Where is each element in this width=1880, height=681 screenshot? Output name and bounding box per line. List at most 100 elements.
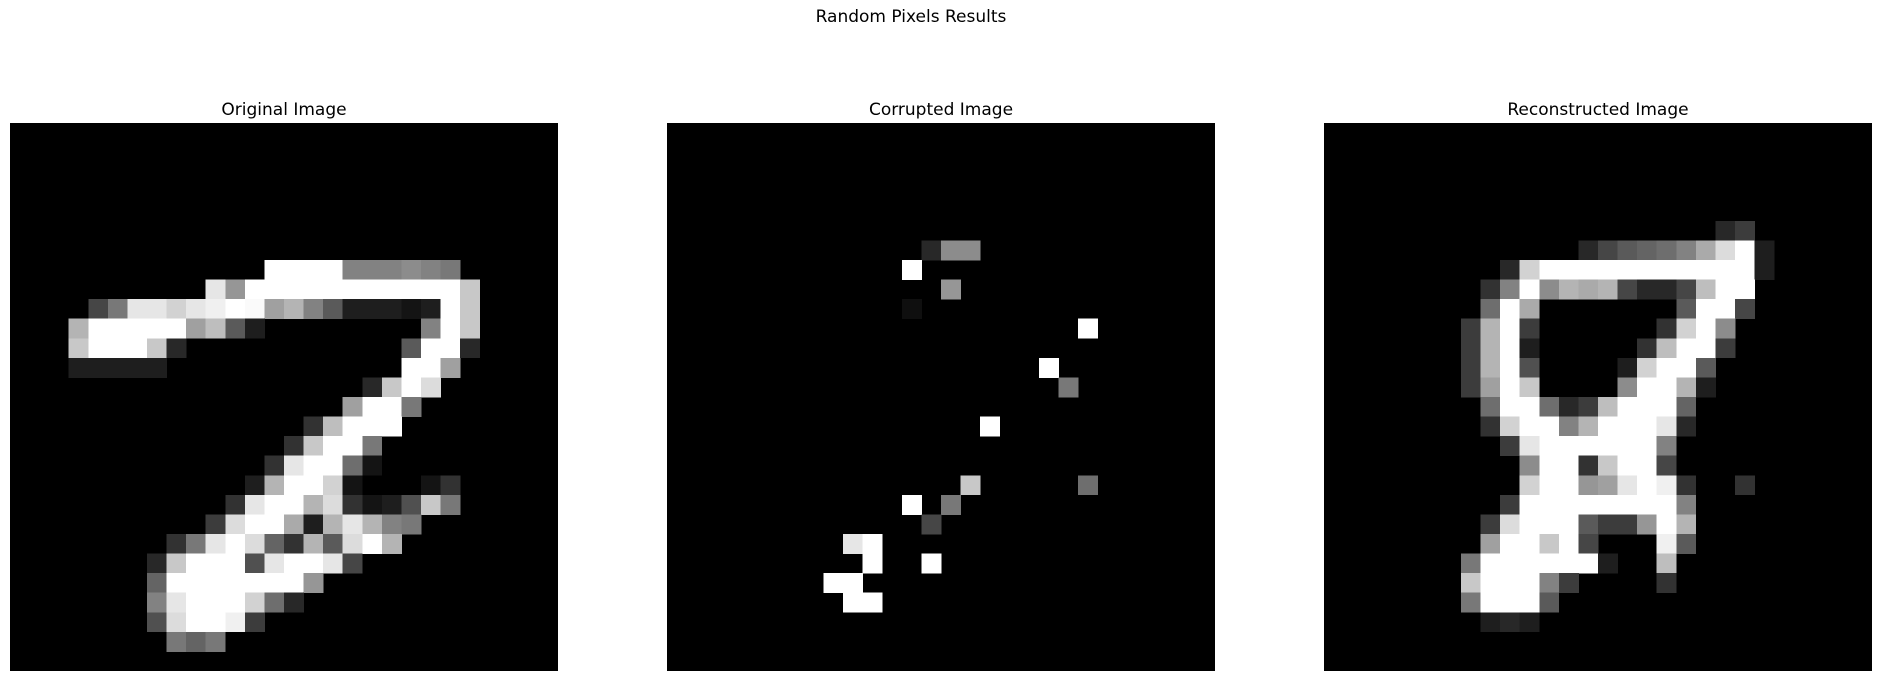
pixel (1617, 475, 1638, 496)
pixel (225, 299, 246, 320)
pixel (1598, 397, 1618, 417)
pixel (284, 436, 304, 457)
pixel (225, 494, 246, 515)
pixel (1461, 377, 1481, 398)
pixel (323, 455, 344, 476)
pixel (1637, 514, 1658, 535)
pixel (1676, 260, 1697, 280)
pixel (381, 397, 402, 417)
pixel (1558, 397, 1579, 417)
pixel (1676, 357, 1697, 378)
pixel (186, 318, 207, 339)
pixel (440, 494, 461, 515)
pixel (166, 631, 187, 652)
pixel (186, 592, 207, 613)
pixel (1676, 377, 1697, 398)
pixel (205, 514, 226, 535)
pixel (166, 318, 187, 339)
pixel (1656, 475, 1677, 496)
pixel (1735, 240, 1755, 261)
image-background (667, 123, 1215, 671)
pixel (284, 299, 304, 320)
pixel (1656, 318, 1677, 339)
pixel (225, 592, 246, 613)
pixel (264, 475, 285, 496)
pixel (244, 553, 265, 574)
pixel (1695, 377, 1716, 398)
pixel (147, 299, 167, 320)
pixel (1735, 475, 1755, 496)
pixel (264, 260, 285, 280)
pixel (68, 318, 89, 339)
pixel (1578, 455, 1599, 476)
pixel (1500, 338, 1521, 359)
pixel (1500, 534, 1521, 554)
pixel (421, 260, 441, 280)
pixel (1656, 338, 1677, 359)
pixel (1715, 299, 1736, 320)
pixel (1656, 573, 1677, 594)
pixel (1637, 377, 1658, 398)
pixel (1519, 318, 1540, 339)
pixel (1519, 436, 1540, 457)
pixel (107, 318, 128, 339)
pixel (1539, 475, 1560, 496)
pixel (1617, 279, 1638, 300)
pixel (1598, 494, 1618, 515)
pixel (1480, 338, 1501, 359)
pixel (284, 455, 304, 476)
pixel (342, 514, 363, 535)
pixel (862, 553, 883, 574)
pixel (381, 514, 402, 535)
pixel (186, 299, 207, 320)
pixel (186, 573, 207, 594)
pixel (1539, 592, 1560, 613)
pixel (460, 299, 481, 320)
pixel (1578, 397, 1599, 417)
pixel (1656, 436, 1677, 457)
pixel (1735, 299, 1755, 320)
pixel (323, 279, 344, 300)
pixel (303, 416, 324, 437)
pixel (1637, 240, 1658, 261)
pixel (244, 592, 265, 613)
pixel (362, 494, 383, 515)
pixel (1519, 475, 1540, 496)
pixel (1578, 494, 1599, 515)
pixel (1500, 377, 1521, 398)
pixel (1500, 357, 1521, 378)
pixel (1519, 455, 1540, 476)
pixel (1637, 436, 1658, 457)
pixel (1695, 318, 1716, 339)
pixel (901, 494, 922, 515)
pixel (264, 592, 285, 613)
pixel (1558, 455, 1579, 476)
pixel (1715, 260, 1736, 280)
pixel (823, 573, 844, 594)
pixel (381, 494, 402, 515)
pixel (1656, 455, 1677, 476)
pixel (186, 553, 207, 574)
pixel (1676, 514, 1697, 535)
pixel (1500, 436, 1521, 457)
pixel (921, 240, 942, 261)
pixel (342, 299, 363, 320)
pixel (342, 416, 363, 437)
pixel (440, 279, 461, 300)
pixel (1539, 416, 1560, 437)
pixel (186, 612, 207, 633)
pixel (1598, 475, 1618, 496)
pixel (1558, 514, 1579, 535)
pixel (862, 534, 883, 554)
pixel (843, 534, 864, 554)
pixel (1676, 475, 1697, 496)
pixel (1676, 494, 1697, 515)
pixel (1695, 240, 1716, 261)
pixel (342, 455, 363, 476)
pixel (1676, 299, 1697, 320)
pixel (205, 573, 226, 594)
pixel (205, 553, 226, 574)
pixel (342, 494, 363, 515)
pixel (225, 573, 246, 594)
pixel (303, 514, 324, 535)
